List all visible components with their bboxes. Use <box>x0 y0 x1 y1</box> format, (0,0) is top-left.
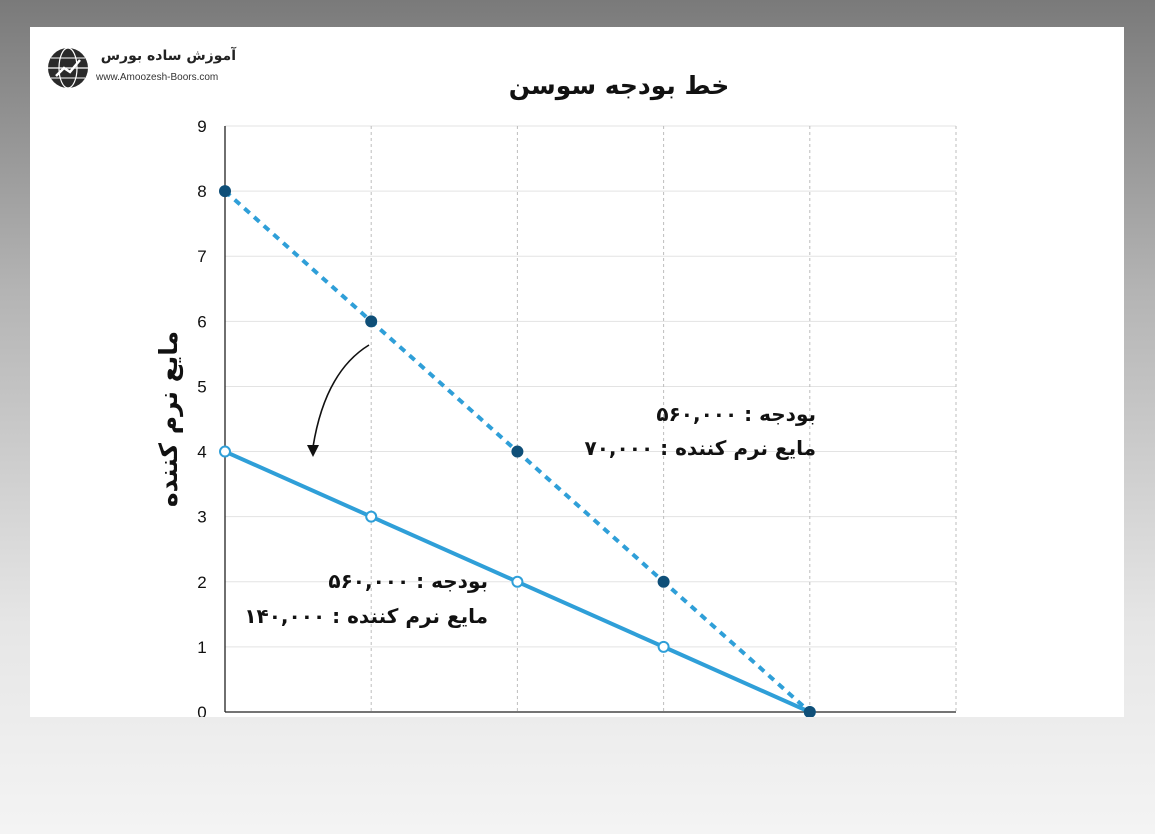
y-tick-label: 6 <box>197 312 206 331</box>
data-point-filled <box>803 706 816 717</box>
series <box>219 185 816 717</box>
y-tick-label: 4 <box>197 443 206 462</box>
data-point-filled <box>219 185 231 198</box>
y-tick-label: 9 <box>197 117 206 136</box>
y-tick-label: 3 <box>197 508 206 527</box>
y-tick-label: 1 <box>197 638 206 657</box>
y-tick-label: 8 <box>197 182 206 201</box>
logo-globe-icon <box>48 47 88 89</box>
logo-title: آموزش ساده بورس <box>100 48 236 64</box>
shift-arrow <box>307 344 370 457</box>
grid <box>225 125 957 712</box>
axes <box>224 126 956 713</box>
data-point-hollow <box>219 445 231 458</box>
y-tick-label: 5 <box>197 377 206 396</box>
shift-arrow-curve <box>312 344 370 448</box>
data-point-filled <box>365 315 378 328</box>
data-point-hollow <box>365 510 378 523</box>
y-axis-label: مایع نرم کننده <box>154 331 184 507</box>
logo-url: www.Amoozesh-Boors.com <box>96 72 219 83</box>
y-tick-label: 2 <box>197 573 206 592</box>
y-tick-label: 0 <box>197 703 206 717</box>
annotation-dashed-line2: مایع نرم کننده : ۷۰,۰۰۰ <box>585 436 816 460</box>
annotation-solid-line2: مایع نرم کننده : ۱۴۰,۰۰۰ <box>244 604 488 628</box>
data-point-hollow <box>511 575 524 588</box>
shift-arrow-head <box>307 445 319 457</box>
data-point-filled <box>511 445 524 458</box>
chart-title: خط بودجه سوسن <box>509 71 730 101</box>
data-point-filled <box>657 575 670 588</box>
annotation-solid-line1: بودجه : ۵۶۰,۰۰۰ <box>328 569 488 593</box>
data-point-hollow <box>657 640 670 653</box>
annotation-dashed-line1: بودجه : ۵۶۰,۰۰۰ <box>656 402 816 426</box>
y-tick-label: 7 <box>197 247 206 266</box>
